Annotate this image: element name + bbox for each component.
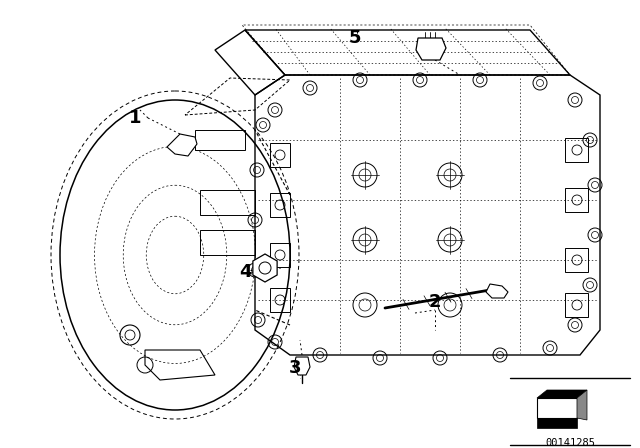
Text: 00141285: 00141285 bbox=[545, 438, 595, 448]
Text: 3: 3 bbox=[289, 359, 301, 377]
Text: 4: 4 bbox=[239, 263, 252, 281]
Polygon shape bbox=[294, 357, 310, 375]
Polygon shape bbox=[577, 390, 587, 420]
Polygon shape bbox=[253, 254, 277, 282]
Polygon shape bbox=[537, 390, 587, 398]
Text: 5: 5 bbox=[349, 29, 361, 47]
Polygon shape bbox=[486, 284, 508, 298]
Polygon shape bbox=[167, 134, 197, 156]
Polygon shape bbox=[537, 418, 577, 428]
Text: 2: 2 bbox=[429, 293, 441, 311]
Polygon shape bbox=[537, 398, 577, 418]
Text: 1: 1 bbox=[129, 109, 141, 127]
Polygon shape bbox=[416, 38, 446, 60]
